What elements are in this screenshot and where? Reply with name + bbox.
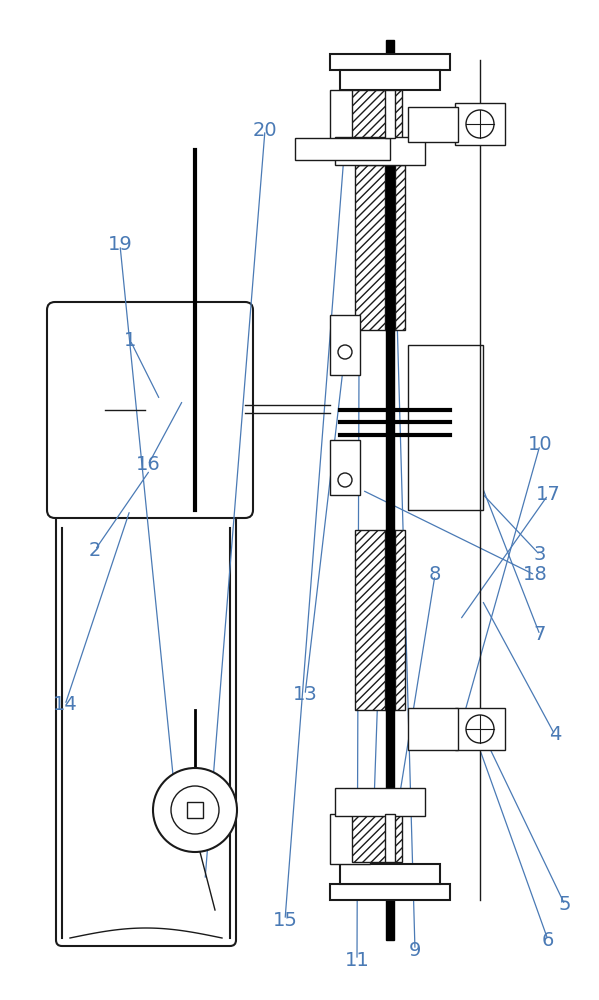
FancyBboxPatch shape [47, 302, 253, 518]
Text: 8: 8 [429, 566, 441, 584]
FancyBboxPatch shape [56, 494, 236, 946]
Bar [352, 90, 402, 138]
Circle shape [171, 786, 219, 834]
Bar [335, 788, 425, 816]
Bar [408, 345, 483, 510]
Bar [330, 814, 370, 864]
Text: 14: 14 [53, 696, 77, 714]
Bar [385, 814, 395, 862]
Bar [455, 708, 505, 750]
Bar [385, 530, 395, 710]
Bar [340, 70, 440, 90]
Text: 13: 13 [293, 686, 317, 704]
Bar [330, 884, 450, 900]
Bar [335, 137, 425, 165]
Text: 12: 12 [370, 566, 394, 584]
Text: 4: 4 [549, 726, 561, 744]
Text: 19: 19 [108, 235, 132, 254]
Bar [352, 814, 402, 862]
Circle shape [153, 768, 237, 852]
Circle shape [466, 110, 494, 138]
Bar [340, 864, 440, 884]
Text: 10: 10 [528, 436, 552, 454]
Text: 16: 16 [135, 456, 161, 475]
Text: 2: 2 [89, 540, 101, 560]
Bar [62, 500, 230, 940]
Text: 3: 3 [534, 546, 546, 564]
Text: 17: 17 [536, 486, 561, 504]
Text: 9: 9 [409, 940, 421, 960]
Bar [385, 165, 395, 330]
Bar [386, 40, 394, 940]
Text: 15: 15 [273, 910, 298, 930]
Text: 20: 20 [253, 120, 277, 139]
Circle shape [338, 345, 352, 359]
Bar [355, 165, 405, 330]
Bar [295, 138, 390, 160]
Bar [455, 103, 505, 145]
Text: 11: 11 [344, 950, 370, 970]
Bar [187, 802, 203, 818]
Bar [385, 90, 395, 138]
Bar [355, 530, 405, 710]
Bar [330, 440, 360, 495]
Circle shape [338, 473, 352, 487]
Circle shape [466, 715, 494, 743]
Bar [330, 90, 370, 140]
Bar [330, 315, 360, 375]
Bar [408, 107, 458, 142]
Text: 6: 6 [542, 930, 554, 950]
Text: 1: 1 [124, 330, 136, 350]
Text: 18: 18 [522, 566, 547, 584]
Bar [408, 708, 458, 750]
Text: 7: 7 [534, 626, 546, 645]
Text: 5: 5 [559, 896, 571, 914]
Bar [330, 54, 450, 70]
